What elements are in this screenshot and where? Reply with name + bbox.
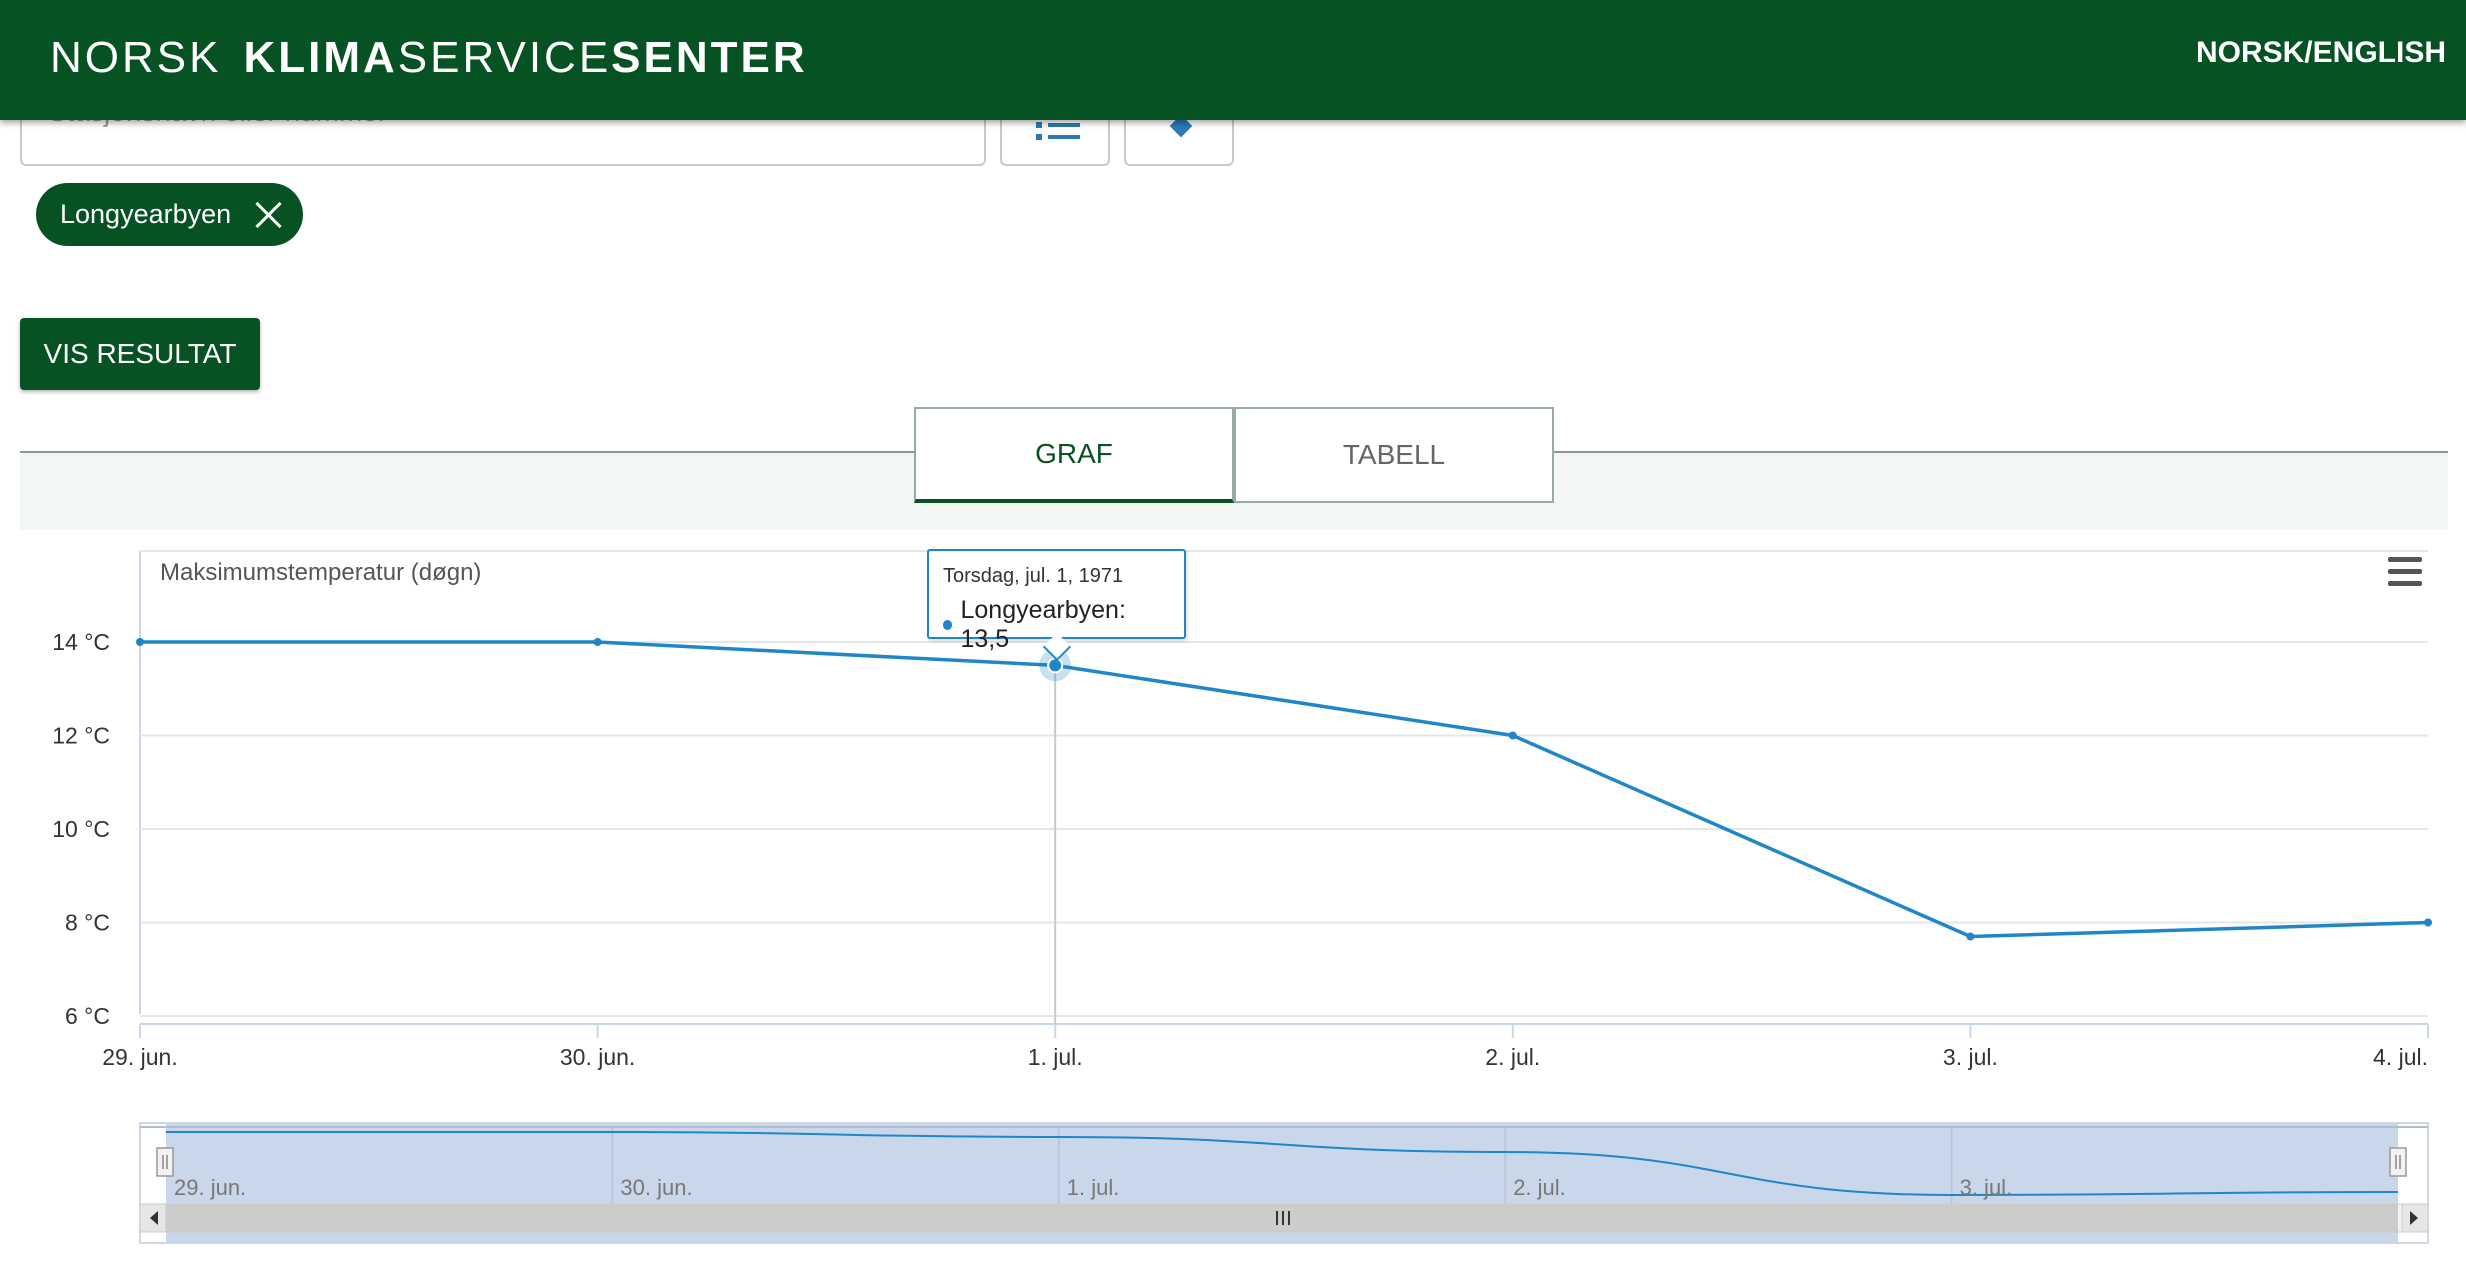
site-logo[interactable]: NORSK KLIMA SERVICE SENTER <box>50 30 808 86</box>
data-point <box>136 638 144 646</box>
chart-tooltip: Torsdag, jul. 1, 1971 Longyearbyen: 13,5 <box>927 549 1186 653</box>
x-tick-label: 4. jul. <box>2373 1044 2428 1070</box>
tooltip-series-marker <box>943 620 953 630</box>
navigator-handle-right[interactable] <box>2389 1147 2407 1177</box>
scroll-left-arrow-icon <box>150 1211 158 1225</box>
top-navigation-bar: NORSK KLIMA SERVICE SENTER NORSK/ENGLISH <box>0 0 2466 120</box>
x-tick-label: 1. jul. <box>1028 1044 1083 1070</box>
tab-graph[interactable]: GRAF <box>914 407 1234 503</box>
y-tick-label: 14 °C <box>52 629 110 655</box>
x-tick-label: 3. jul. <box>1943 1044 1998 1070</box>
x-tick-label: 29. jun. <box>102 1044 177 1070</box>
selected-station-label: Longyearbyen <box>60 199 232 229</box>
navigator-series-line <box>166 1130 2399 1197</box>
data-point <box>1047 657 1064 674</box>
remove-station-close-icon[interactable] <box>253 200 283 230</box>
navigator-x-label: 1. jul. <box>1067 1175 1120 1200</box>
data-point <box>1508 731 1517 740</box>
logo-word-service: SERVICE <box>397 33 612 82</box>
show-result-button[interactable]: VIS RESULTAT <box>20 318 260 390</box>
data-point <box>1966 932 1975 941</box>
series-line-longyearbyen <box>140 640 2429 939</box>
tooltip-series-value: Longyearbyen: 13,5 <box>960 596 1126 653</box>
language-switch-link[interactable]: NORSK/ENGLISH <box>2195 36 2446 69</box>
y-tick-label: 6 °C <box>65 1003 110 1029</box>
selected-station-chip: Longyearbyen <box>36 183 304 246</box>
data-point <box>2424 918 2432 927</box>
scroll-right-arrow-icon <box>2410 1211 2418 1225</box>
y-tick-label: 8 °C <box>65 910 110 936</box>
tab-table[interactable]: TABELL <box>1234 407 1554 503</box>
navigator-x-label: 30. jun. <box>620 1175 692 1200</box>
chart-context-menu-icon[interactable] <box>2388 557 2422 589</box>
y-tick-label: 12 °C <box>52 723 110 749</box>
navigator-x-label: 2. jul. <box>1513 1175 1566 1200</box>
temperature-line-chart: Maksimumstemperatur (døgn) 6 °C 8 °C 10 °C… <box>52 550 2432 1244</box>
navigator-handle-left[interactable] <box>156 1147 174 1177</box>
list-icon <box>1036 122 1080 142</box>
scrollbar-thumb-grip <box>1276 1211 1290 1225</box>
navigator-scrollbar[interactable] <box>139 1203 2429 1233</box>
logo-word-senter: SENTER <box>611 33 808 82</box>
navigator-x-label: 3. jul. <box>1960 1175 2013 1200</box>
logo-word-klima: KLIMA <box>243 33 398 82</box>
chart-title: Maksimumstemperatur (døgn) <box>160 559 481 586</box>
navigator-x-label: 29. jun. <box>174 1175 246 1200</box>
x-tick-label: 30. jun. <box>560 1044 635 1070</box>
y-tick-label: 10 °C <box>52 816 110 842</box>
data-point <box>593 638 602 646</box>
logo-word-norsk: NORSK <box>50 33 222 82</box>
x-tick-label: 2. jul. <box>1485 1044 1540 1070</box>
tooltip-date: Torsdag, jul. 1, 1971 <box>943 565 1124 587</box>
